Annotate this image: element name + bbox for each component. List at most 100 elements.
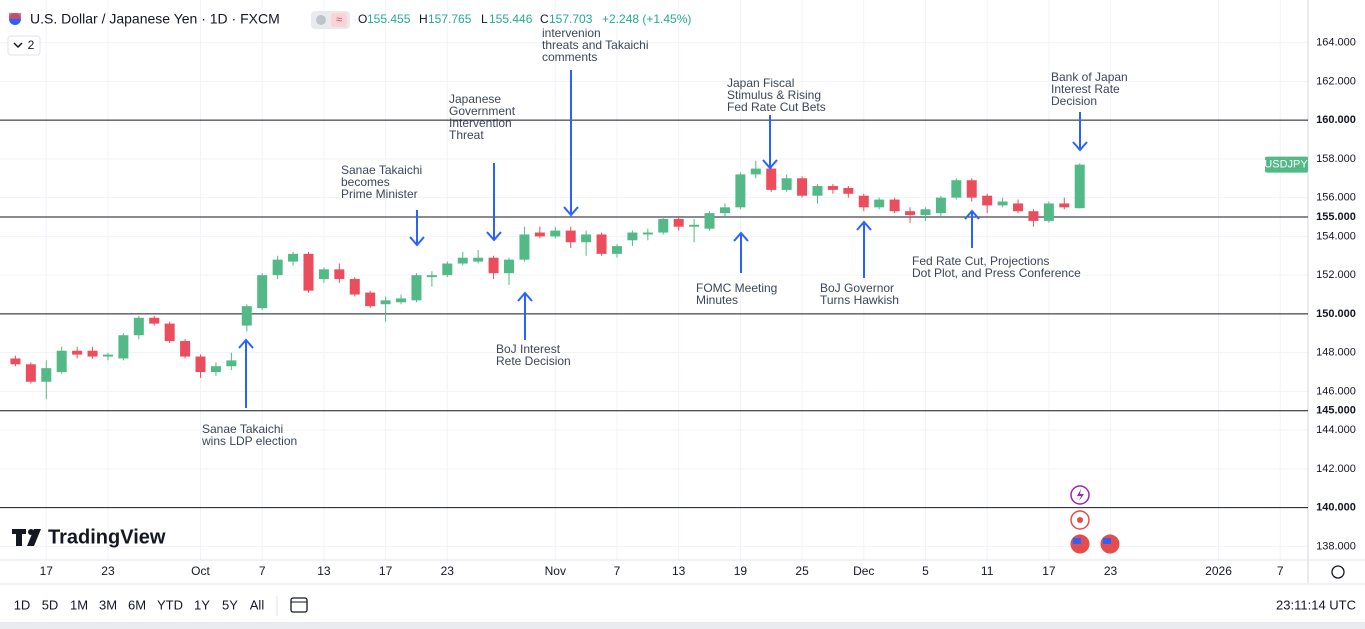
annotation-arrow	[238, 338, 254, 408]
range-button[interactable]: All	[250, 597, 265, 612]
candle-body	[905, 211, 916, 216]
candle-body	[210, 366, 221, 373]
candle-body	[180, 341, 191, 357]
x-tick-label: 13	[672, 564, 686, 578]
annotation-text: Decision	[1051, 94, 1097, 108]
annotation-text: Turns Hawkish	[820, 293, 899, 307]
candle-body	[889, 199, 900, 212]
range-button[interactable]: 1Y	[194, 597, 210, 612]
annotation-arrow	[563, 70, 579, 217]
calendar-icon[interactable]	[290, 597, 308, 613]
annotation-text: wins LDP election	[201, 434, 297, 448]
x-tick-label: 11	[981, 564, 994, 578]
annotation-arrow	[762, 115, 778, 170]
y-tick-label: 164.000	[1316, 37, 1356, 49]
annotation-text: intervenion	[542, 26, 601, 40]
price-change: +2.248 (+1.45%)	[602, 12, 691, 26]
candle-body	[827, 186, 838, 190]
candle-body	[658, 218, 669, 233]
candle-body	[226, 360, 237, 367]
bottom-strip	[0, 622, 1365, 629]
annotation-text: Rete Decision	[496, 354, 571, 368]
x-tick-label: 7	[614, 564, 621, 578]
annotation-text: Prime Minister	[341, 187, 418, 201]
annotation-arrow	[733, 231, 749, 273]
candle-body	[118, 335, 129, 359]
candle-body	[288, 253, 299, 262]
range-button[interactable]: 5D	[42, 597, 59, 612]
annotation-text: Sanae Takaichi	[341, 163, 422, 177]
x-tick-label: 2026	[1205, 564, 1232, 578]
y-tick-label: 142.000	[1316, 463, 1356, 475]
candle-body	[365, 292, 376, 307]
y-tick-label: 138.000	[1316, 540, 1356, 552]
annotation-text: Minutes	[696, 293, 738, 307]
candle-body	[1059, 203, 1070, 208]
candle-body	[766, 168, 777, 190]
x-tick-label: 19	[734, 564, 748, 578]
annotation-arrow	[1072, 112, 1088, 152]
range-button[interactable]: 1D	[14, 597, 31, 612]
level-label-box	[1310, 112, 1363, 129]
candle-body	[966, 180, 977, 198]
annotation-arrow	[486, 163, 502, 242]
candle-body	[812, 186, 823, 196]
candle-body	[997, 201, 1008, 206]
y-tick-label: 162.000	[1316, 75, 1356, 87]
candle-body	[735, 174, 746, 208]
logo-icon-dot	[28, 529, 34, 535]
candle-body	[303, 253, 314, 291]
candle-body	[935, 197, 946, 214]
candle-body	[596, 234, 607, 254]
candle-body	[843, 187, 854, 194]
candle-body	[581, 234, 592, 243]
x-tick-label: 23	[441, 564, 455, 578]
candle-body	[642, 232, 653, 235]
status-icon-glyph: ≈	[336, 14, 342, 26]
y-tick-label: 152.000	[1316, 269, 1356, 281]
status-icon	[331, 13, 347, 27]
annotation-text: Fed Rate Cut, Projections	[912, 254, 1049, 268]
range-button[interactable]: 1M	[70, 597, 88, 612]
range-button[interactable]: YTD	[157, 597, 183, 612]
clock: 23:11:14 UTC	[1276, 597, 1356, 612]
candle-body	[411, 275, 422, 301]
candle-body	[627, 232, 638, 241]
candle-body	[102, 354, 113, 357]
settings-icon[interactable]	[1331, 565, 1345, 579]
x-tick-label: 25	[795, 564, 809, 578]
annotation-text: comments	[542, 50, 597, 64]
candle-body	[133, 317, 144, 336]
ohlc-key: C	[540, 12, 549, 26]
range-button[interactable]: 6M	[128, 597, 146, 612]
level-label-box	[1310, 402, 1363, 419]
indicator-toggle[interactable]	[7, 35, 41, 56]
y-tick-label: 158.000	[1316, 153, 1356, 165]
annotation-text: threats and Takaichi	[542, 38, 649, 52]
logo-icon	[12, 529, 41, 546]
x-tick-label: 23	[101, 564, 115, 578]
candle-body	[673, 218, 684, 227]
logo-text: TradingView	[48, 526, 166, 548]
x-tick-label: Nov	[545, 564, 566, 578]
annotation-text: Sanae Takaichi	[202, 422, 283, 436]
level-label: 140.000	[1316, 502, 1356, 514]
candle-body	[781, 178, 792, 190]
candle-body	[396, 298, 407, 303]
candle-body	[41, 368, 52, 382]
y-tick-label: 144.000	[1316, 424, 1356, 436]
candle-body	[534, 232, 545, 237]
ohlc-value: 155.455	[367, 12, 411, 26]
candle-body	[457, 257, 468, 264]
level-label-box	[1310, 209, 1363, 226]
range-button[interactable]: 5Y	[222, 597, 238, 612]
range-button[interactable]: 3M	[99, 597, 117, 612]
x-tick-label: 7	[1277, 564, 1284, 578]
ohlc-key: L	[481, 12, 488, 26]
candle-body	[689, 224, 700, 227]
candle-body	[149, 317, 160, 324]
candle-body	[951, 180, 962, 198]
annotation-arrow	[964, 209, 980, 248]
x-tick-label: Dec	[853, 564, 874, 578]
